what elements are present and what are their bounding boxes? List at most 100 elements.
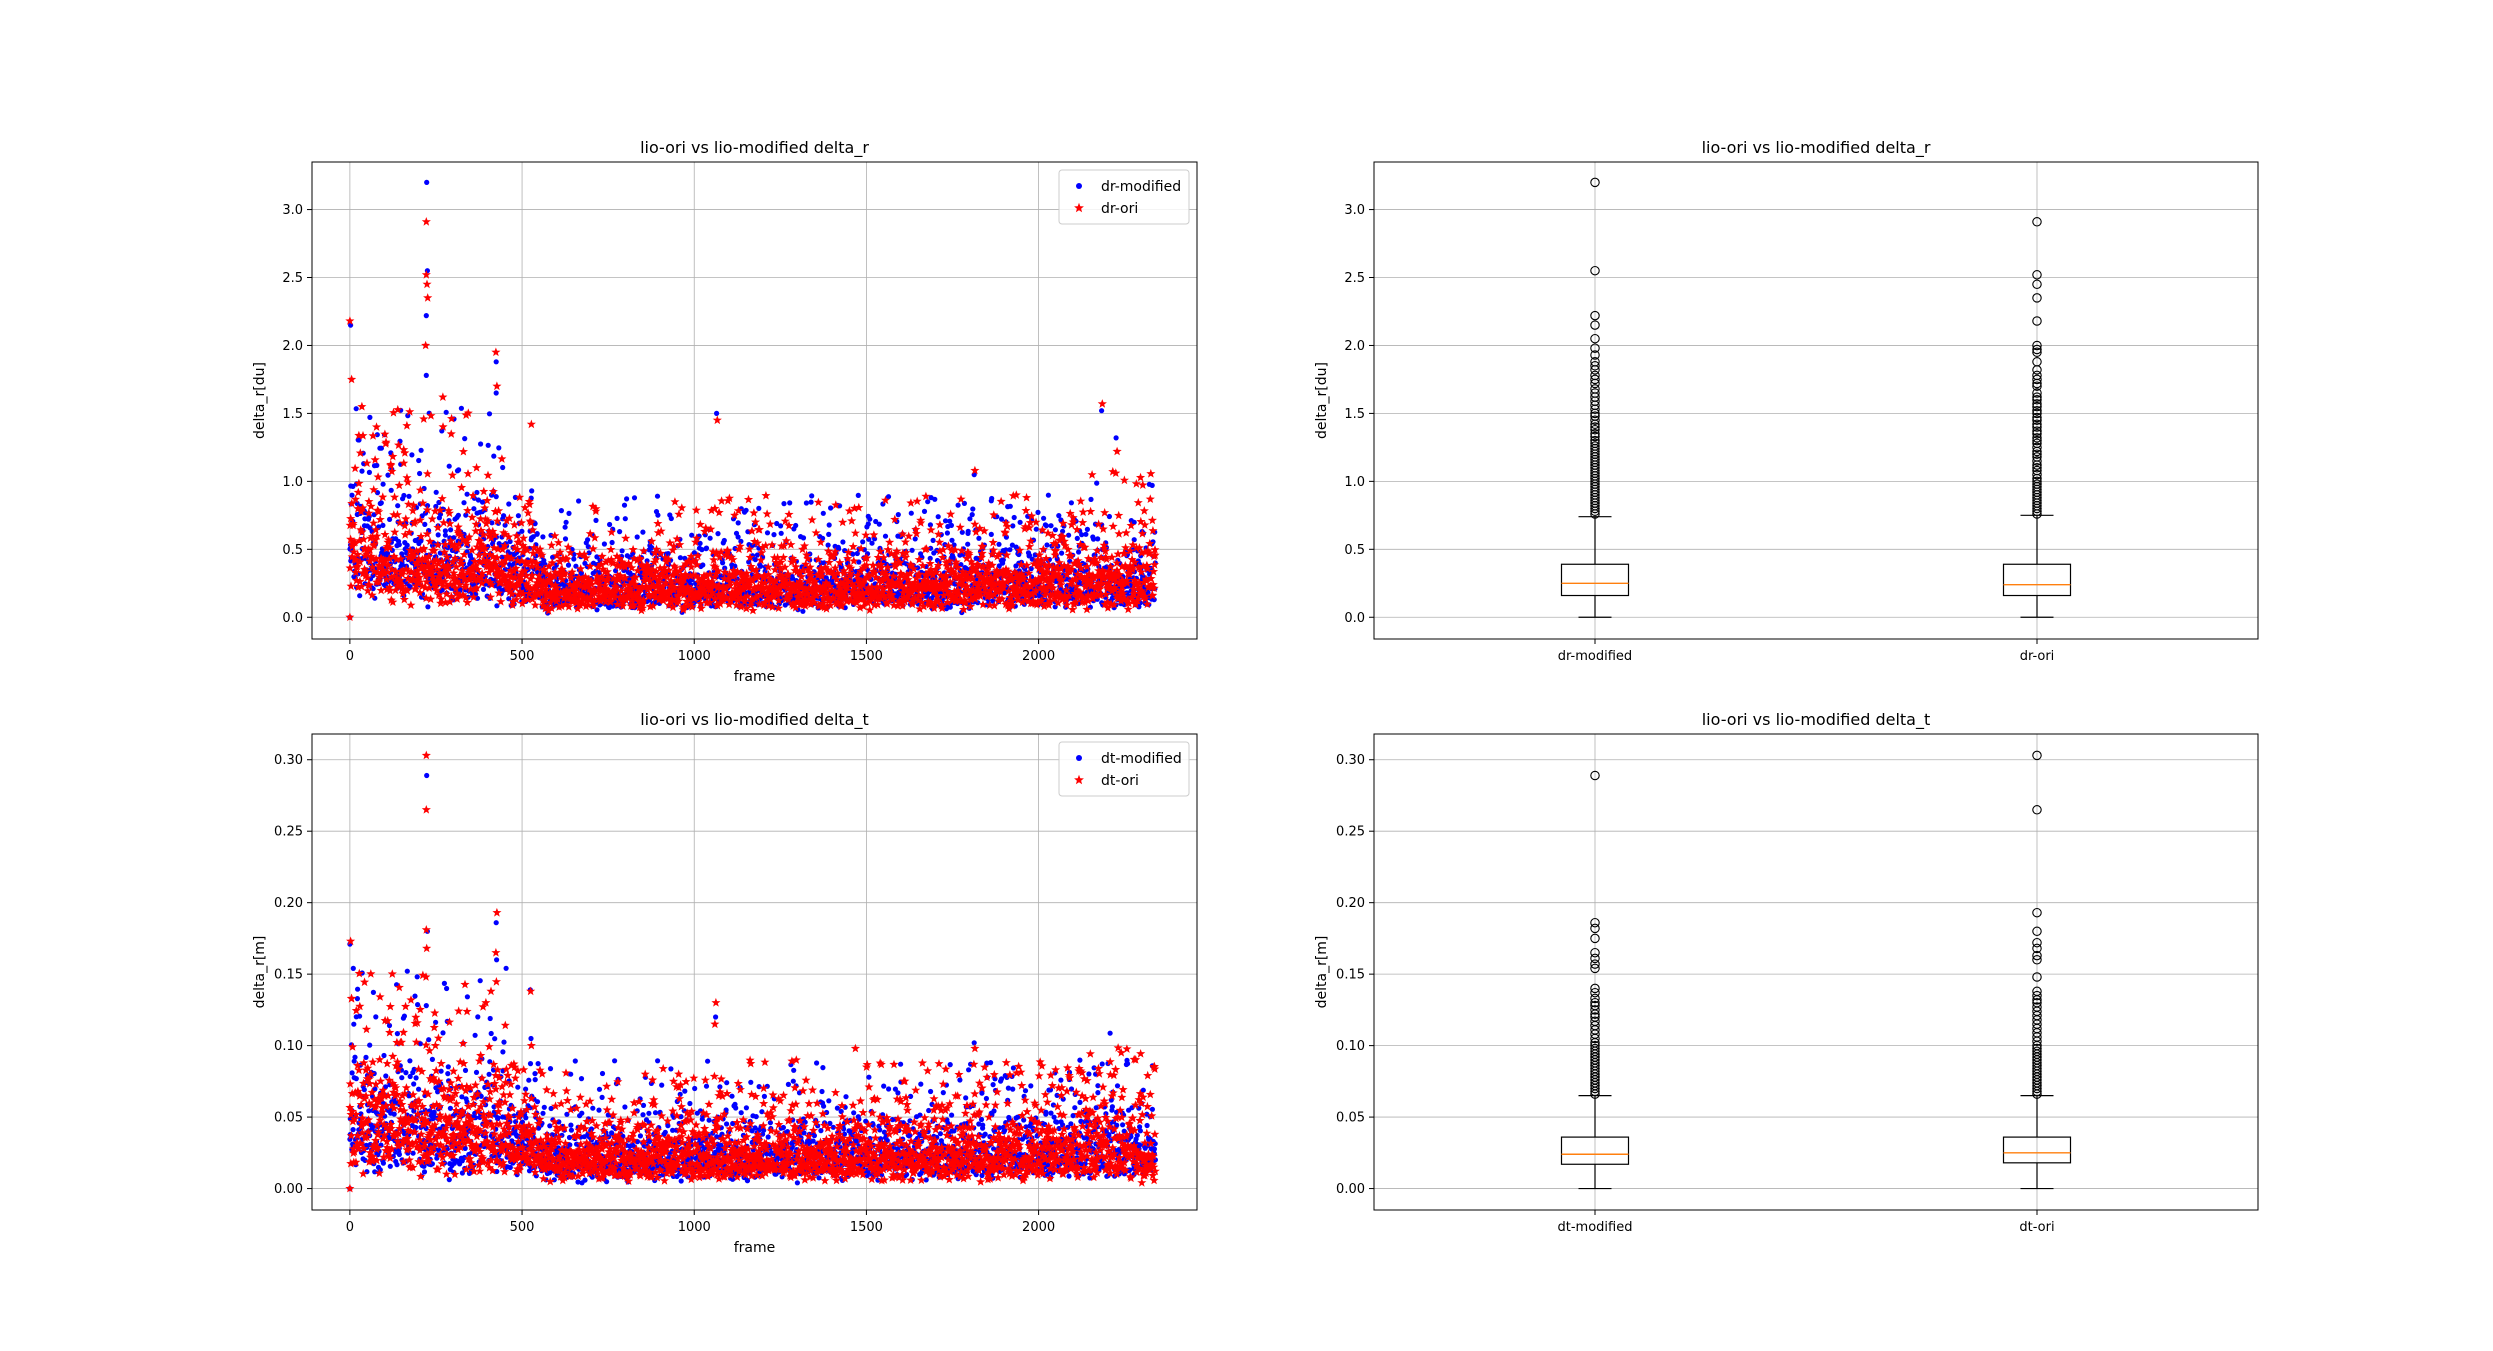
scatter-delta-r-point-dr-modified [486, 411, 493, 417]
scatter-delta-r-point-dr-modified [865, 521, 871, 527]
scatter-delta-r-point-dr-modified [925, 499, 931, 505]
scatter-delta-t-ytick-label: 0.25 [274, 825, 303, 840]
scatter-delta-r-point-dr-modified [385, 472, 391, 478]
scatter-delta-r-point-dr-modified [624, 496, 630, 502]
scatter-delta-r-point-dr-modified [1113, 435, 1119, 441]
scatter-delta-r-point-dr-modified [501, 513, 507, 519]
scatter-delta-r-legend-label-dr-modified: dr-modified [1101, 179, 1181, 195]
scatter-delta-r-point-dr-modified [1084, 526, 1090, 533]
scatter-delta-r-point-dr-modified [949, 537, 955, 543]
scatter-delta-r-point-dr-modified [357, 593, 363, 599]
scatter-delta-r-point-dr-modified [1044, 542, 1050, 548]
scatter-delta-r-point-dr-modified [586, 550, 592, 556]
scatter-delta-r-panel: 0.00.51.01.52.02.53.00 500 1000 1500 2000lio… [252, 138, 1198, 685]
box-delta-r-xtick-label: dr-ori [2020, 649, 2055, 664]
scatter-delta-r-point-dr-modified [417, 470, 423, 477]
scatter-delta-r-point-dr-modified [534, 531, 540, 537]
scatter-delta-r-point-dr-modified [714, 410, 720, 416]
scatter-delta-r-point-dr-modified [935, 514, 941, 520]
scatter-delta-r-point-dr-modified [493, 359, 499, 365]
scatter-delta-r-point-dr-modified [927, 522, 934, 528]
scatter-delta-r-point-dr-modified [826, 522, 832, 528]
scatter-delta-t-point-dt-modified [357, 1013, 363, 1019]
scatter-delta-r-point-dr-modified [359, 468, 365, 474]
scatter-delta-r-point-dr-modified [425, 604, 431, 610]
scatter-delta-r-point-dr-modified [649, 545, 655, 551]
scatter-delta-r-point-dr-modified [756, 505, 762, 511]
scatter-delta-r-point-dr-modified [593, 517, 599, 524]
scatter-delta-r-point-dr-modified [475, 497, 481, 503]
scatter-delta-r-point-dr-modified [404, 542, 410, 548]
scatter-delta-r-point-dr-modified [558, 508, 565, 514]
scatter-delta-r-point-dr-modified [519, 528, 525, 534]
scatter-delta-r-point-dr-modified [715, 531, 721, 537]
scatter-delta-r-point-dr-modified [423, 313, 429, 319]
scatter-delta-r-point-dr-modified [703, 545, 710, 551]
scatter-delta-r-point-dr-modified [932, 496, 938, 502]
box-delta-r-ytick-label: 2.5 [1344, 271, 1365, 286]
scatter-delta-r-point-dr-modified [435, 532, 441, 538]
scatter-delta-r-point-dr-modified [502, 566, 508, 573]
scatter-delta-r-point-dr-modified [1099, 408, 1105, 414]
scatter-delta-r-point-dr-modified [442, 528, 448, 534]
scatter-delta-r-xtick-label: 1500 [850, 649, 883, 664]
scatter-delta-r-point-dr-modified [970, 506, 976, 512]
scatter-delta-r-point-dr-modified [494, 603, 500, 609]
scatter-delta-r-point-dr-modified [458, 405, 464, 411]
scatter-delta-r-point-dr-modified [909, 547, 915, 553]
scatter-delta-r-point-dr-modified [778, 530, 784, 536]
box-delta-r-ytick-label: 0.0 [1344, 611, 1365, 626]
scatter-delta-r-point-dr-modified [463, 512, 469, 518]
scatter-delta-r-point-dr-modified [496, 445, 502, 451]
scatter-delta-r-ytick-label: 2.5 [282, 271, 303, 286]
scatter-delta-r-point-dr-modified [800, 535, 807, 541]
scatter-delta-t-title: lio-ori vs lio-modified delta_t [640, 710, 869, 730]
scatter-delta-r-point-dr-modified [499, 554, 505, 560]
scatter-delta-r-point-dr-modified [562, 524, 568, 530]
scatter-delta-r-point-dr-modified [965, 528, 971, 534]
scatter-delta-t-xtick-label: 500 [510, 1220, 535, 1235]
scatter-delta-r-point-dr-modified [462, 436, 468, 442]
box-delta-r-ytick-label: 1.5 [1344, 407, 1365, 422]
scatter-delta-r-point-dr-modified [571, 556, 577, 562]
scatter-delta-t-ylabel: delta_r[m] [252, 936, 268, 1009]
scatter-delta-t-xtick-label: 1000 [678, 1220, 711, 1235]
scatter-delta-r-point-dr-modified [619, 548, 625, 554]
scatter-delta-r-point-dr-modified [439, 428, 445, 434]
scatter-delta-r-point-dr-modified [562, 536, 569, 542]
scatter-delta-r-point-dr-modified [502, 522, 508, 528]
scatter-delta-r-point-dr-modified [422, 521, 428, 528]
scatter-delta-r-point-dr-modified [869, 540, 875, 546]
scatter-delta-r-point-dr-modified [787, 500, 793, 506]
scatter-delta-r-point-dr-modified [771, 532, 777, 538]
scatter-delta-r-point-dr-modified [622, 516, 628, 522]
scatter-delta-r-point-dr-modified [455, 512, 461, 518]
scatter-delta-r-point-dr-modified [735, 534, 741, 540]
scatter-delta-t-xtick-label: 1500 [850, 1220, 883, 1235]
scatter-delta-r-point-dr-modified [840, 539, 846, 545]
scatter-delta-r-point-dr-modified [401, 492, 407, 499]
scatter-delta-r-point-dr-modified [349, 492, 355, 498]
scatter-delta-r-xtick-label: 500 [510, 649, 535, 664]
scatter-delta-r-point-dr-modified [529, 488, 535, 494]
box-delta-r-ylabel: delta_r[du] [1314, 362, 1330, 439]
scatter-delta-r-point-dr-modified [921, 508, 928, 514]
scatter-delta-r-point-dr-modified [677, 555, 684, 561]
scatter-delta-r-point-dr-modified [493, 390, 499, 396]
scatter-delta-r-point-dr-modified [860, 539, 866, 545]
scatter-delta-t-xtick-label: 0 [346, 1220, 354, 1235]
scatter-delta-r-point-dr-modified [912, 536, 918, 542]
scatter-delta-r-point-dr-modified [479, 499, 486, 505]
scatter-delta-r-point-dr-modified [1007, 547, 1013, 553]
scatter-delta-r-point-dr-modified [640, 529, 646, 535]
scatter-delta-r-point-dr-modified [566, 510, 572, 516]
scatter-delta-r-point-dr-modified [478, 441, 484, 447]
scatter-delta-r-point-dr-modified [976, 535, 982, 541]
scatter-delta-r-point-dr-modified [396, 542, 402, 548]
scatter-delta-r-point-dr-modified [594, 554, 600, 560]
scatter-delta-r-point-dr-modified [1045, 492, 1051, 498]
scatter-delta-r-point-dr-modified [867, 516, 873, 522]
scatter-delta-r-point-dr-modified [758, 563, 764, 569]
scatter-delta-r-point-dr-modified [493, 494, 499, 500]
scatter-delta-r-point-dr-modified [809, 493, 815, 499]
